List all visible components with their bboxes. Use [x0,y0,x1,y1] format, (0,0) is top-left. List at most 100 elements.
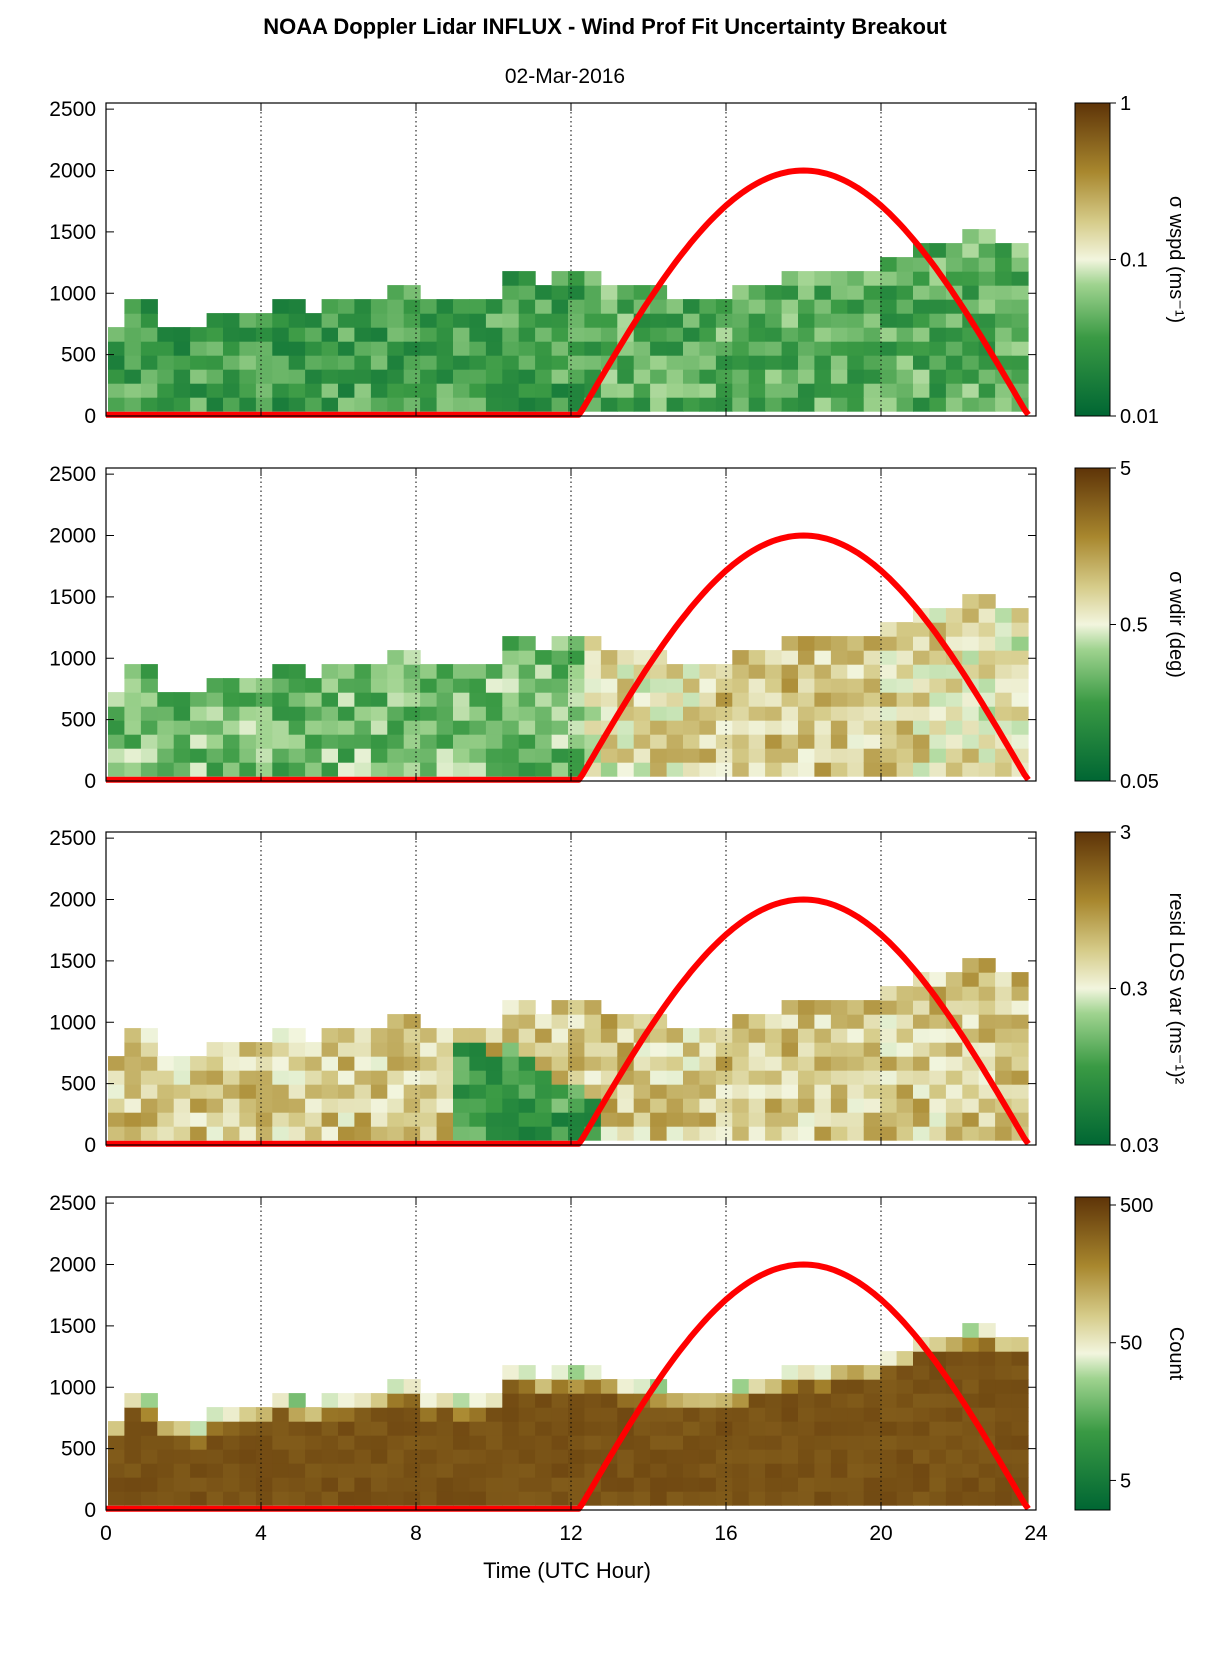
heatmap-cell [551,285,569,300]
heatmap-cell [814,1098,832,1113]
heatmap-cell [140,1421,158,1436]
heatmap-cell [732,1379,750,1394]
heatmap-cell [978,1365,996,1380]
heatmap-cell [502,1491,520,1506]
heatmap-cell [617,397,635,412]
heatmap-cell [929,341,947,356]
heatmap-cell [403,1393,421,1408]
heatmap-cell [781,355,799,370]
heatmap-cell [255,1070,273,1085]
heatmap-cell [485,734,503,749]
heatmap-cell [732,369,750,384]
heatmap-cell [206,1112,224,1127]
heatmap-cell [354,1421,372,1436]
heatmap-cell [239,1042,257,1057]
heatmap-cell [436,313,454,328]
heatmap-cell [321,1070,339,1085]
heatmap-cell [650,369,668,384]
heatmap-cell [140,355,158,370]
heatmap-cells [108,229,1029,412]
heatmap-cell [978,972,996,987]
heatmap-cell [288,1435,306,1450]
heatmap-cell [913,720,930,735]
heatmap-cell [995,397,1013,412]
heatmap-cell [830,355,848,370]
heatmap-cell [798,706,815,721]
heatmap-cell [945,972,963,987]
heatmap-cell [1011,243,1029,258]
heatmap-cell [666,734,684,749]
heatmap-cell [830,285,848,300]
heatmap-cell [518,720,536,735]
heatmap-cell [403,369,421,384]
heatmap-cell [584,636,602,651]
heatmap-cell [617,1042,635,1057]
heatmap-cell [535,1112,553,1127]
heatmap-cell [568,1435,585,1450]
heatmap-cell [732,1014,750,1029]
heatmap-cell [748,1112,766,1127]
heatmap-cell [140,1042,158,1057]
heatmap-cell [338,299,355,314]
heatmap-cell [502,285,520,300]
heatmap-cell [715,748,733,763]
heatmap-cell [469,1028,487,1043]
heatmap-cell [436,1393,454,1408]
heatmap-cell [551,355,569,370]
heatmap-cell [650,1098,668,1113]
heatmap-cell [880,1435,898,1450]
heatmap-cell [403,1042,421,1057]
heatmap-cell [568,748,585,763]
heatmap-cell [748,341,766,356]
heatmap-cell [798,1014,815,1029]
heatmap-cell [140,762,158,777]
heatmap-cell [255,1084,273,1099]
heatmap-cell [1011,1379,1029,1394]
heatmap-cell [798,748,815,763]
heatmap-cell [781,1056,799,1071]
heatmap-cell [995,1379,1013,1394]
heatmap-cell [568,1098,585,1113]
heatmap-cell [732,1421,750,1436]
heatmap-cell [535,748,553,763]
heatmap-cell [436,1435,454,1450]
heatmap-cell [732,748,750,763]
heatmap-cell [338,734,355,749]
heatmap-cell [830,1014,848,1029]
heatmap-cell [387,1098,405,1113]
heatmap-cell [272,706,290,721]
heatmap-cell [781,1379,799,1394]
heatmap-cell [732,1084,750,1099]
heatmap-cell [403,664,421,679]
heatmap-cell [535,397,553,412]
y-tick-label: 1500 [49,586,96,609]
heatmap-cell [436,720,454,735]
heatmap-cell [683,397,700,412]
heatmap-cell [978,958,996,973]
heatmap-cell [370,1028,388,1043]
heatmap-cell [765,341,783,356]
heatmap-cell [847,299,865,314]
heatmap-cell [699,1042,717,1057]
heatmap-cell [896,622,914,637]
heatmap-cell [896,1365,914,1380]
heatmap-cell [453,1112,470,1127]
heatmap-cell [140,734,158,749]
heatmap-cell [173,341,191,356]
heatmap-cell [584,1379,602,1394]
x-axis-label: Time (UTC Hour) [483,1558,651,1583]
heatmap-cell [847,1014,865,1029]
heatmap-cell [469,355,487,370]
heatmap-cell [995,762,1013,777]
heatmap-cell [108,1491,125,1506]
heatmap-cell [748,369,766,384]
heatmap-cell [798,313,815,328]
heatmap-cell [699,1098,717,1113]
heatmap-cell [765,692,783,707]
heatmap-cell [272,1084,290,1099]
heatmap-cell [502,1112,520,1127]
heatmap-cell [715,1449,733,1464]
heatmap-cell [518,1407,536,1422]
heatmap-cell [995,1042,1013,1057]
heatmap-cell [798,762,815,777]
